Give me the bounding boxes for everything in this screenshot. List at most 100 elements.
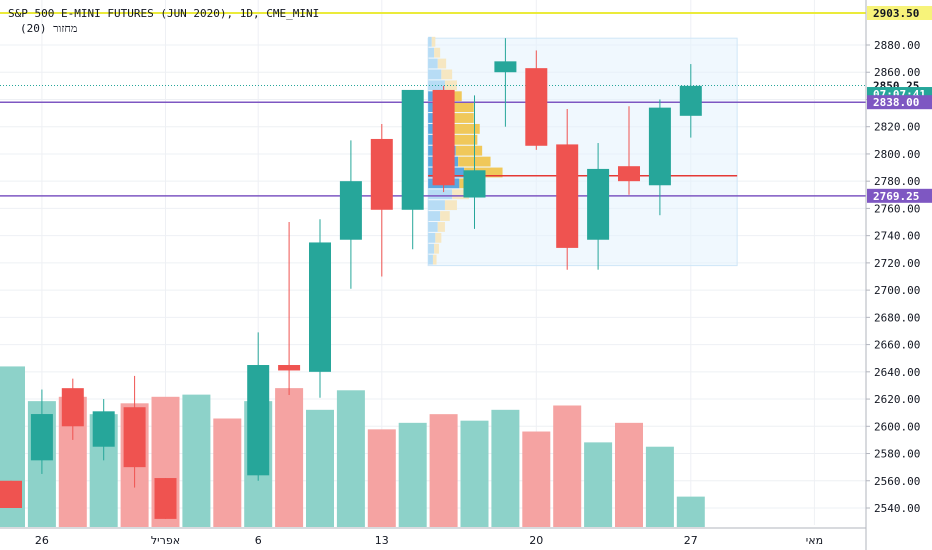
volume-bar <box>522 431 551 527</box>
profile-row-up <box>428 200 445 211</box>
profile-row-down <box>431 36 436 47</box>
candle-body <box>309 242 331 372</box>
volume-bar <box>182 394 211 527</box>
x-tick-label: מאי <box>806 534 823 547</box>
y-tick-label: 2600.00 <box>874 420 920 433</box>
profile-row-up <box>428 189 453 200</box>
candle-body <box>494 61 517 73</box>
volume-bar <box>491 409 520 527</box>
time-axis[interactable]: 26 אפריל 6 13 20 27 מאי <box>0 527 866 547</box>
volume-bar <box>306 409 334 527</box>
volume-bar <box>645 446 674 527</box>
profile-row-up <box>428 36 432 47</box>
profile-row-down <box>437 58 447 69</box>
profile-row-down <box>432 254 437 265</box>
volume-bar <box>275 388 304 527</box>
candle-body <box>123 407 146 468</box>
candle-body <box>278 365 301 371</box>
yellow-price-tag-bg <box>867 5 932 20</box>
y-tick-label: 2720.00 <box>874 257 920 270</box>
candles[interactable] <box>0 38 702 519</box>
y-tick-label: 2620.00 <box>874 393 920 406</box>
profile-row-up <box>428 58 438 69</box>
candle-body <box>154 478 177 519</box>
symbol-title[interactable]: S&P 500 E-MINI FUTURES (JUN 2020), 1D, C… <box>8 7 320 20</box>
y-tick-label: 2580.00 <box>874 448 920 461</box>
profile-row-up <box>428 211 441 221</box>
candle-body <box>370 138 393 210</box>
x-tick-label: 13 <box>375 534 389 547</box>
candle-body <box>556 144 579 248</box>
profile-row-up <box>428 80 445 91</box>
candle-body <box>339 181 362 240</box>
volume-bar <box>584 442 613 527</box>
volume-bar <box>460 420 489 527</box>
y-tick-label: 2760.00 <box>874 202 920 215</box>
volume-bar <box>213 418 242 527</box>
y-tick-label: 2700.00 <box>874 284 920 297</box>
y-tick-label: 2860.00 <box>874 66 920 79</box>
profile-row-down <box>434 47 441 58</box>
y-tick-label: 2540.00 <box>874 502 920 515</box>
volume-indicator-title[interactable]: מחזור (20) <box>20 22 78 35</box>
profile-row-up <box>428 232 436 243</box>
current-price-tag: 2838.00 <box>873 96 919 109</box>
candle-body <box>401 89 424 210</box>
candle-body <box>0 480 22 508</box>
profile-row-up <box>428 243 435 254</box>
profile-row-down <box>454 134 478 145</box>
chart-legend: S&P 500 E-MINI FUTURES (JUN 2020), 1D, C… <box>8 6 319 36</box>
y-tick-label: 2740.00 <box>874 230 920 243</box>
volume-bar <box>336 390 365 527</box>
profile-row-down <box>449 102 474 113</box>
yellow-price-tag: 2903.50 <box>873 7 919 20</box>
profile-row-down <box>455 145 483 156</box>
y-tick-label: 2640.00 <box>874 366 920 379</box>
x-tick-label: אפריל <box>151 534 180 547</box>
profile-row-up <box>428 69 442 80</box>
profile-row-up <box>428 47 435 58</box>
candle-body <box>92 411 115 447</box>
volume-bar <box>676 496 705 527</box>
volume-bar <box>429 414 458 527</box>
candle-body <box>463 170 486 198</box>
candle-body <box>679 85 702 116</box>
x-tick-label: 27 <box>684 534 698 547</box>
profile-row-down <box>437 222 445 232</box>
profile-row-up <box>428 254 433 265</box>
y-tick-label: 2800.00 <box>874 148 920 161</box>
y-tick-label: 2820.00 <box>874 121 920 134</box>
candle-body <box>432 89 455 186</box>
y-tick-label: 2560.00 <box>874 475 920 488</box>
profile-row-up <box>428 222 438 232</box>
volume-bar <box>553 405 582 527</box>
candle-body <box>525 68 548 146</box>
profile-row-down <box>453 123 480 134</box>
candle-body <box>247 365 270 476</box>
x-tick-label: 20 <box>529 534 543 547</box>
profile-row-down <box>452 113 474 123</box>
y-tick-label: 2680.00 <box>874 311 920 324</box>
lower-price-tag-bg <box>867 188 932 203</box>
profile-row-down <box>441 69 453 80</box>
profile-row-down <box>452 189 469 200</box>
x-tick-label: 6 <box>255 534 262 547</box>
y-tick-label: 2660.00 <box>874 339 920 352</box>
candle-body <box>587 168 610 240</box>
x-tick-label: 26 <box>35 534 49 547</box>
profile-row-down <box>434 243 439 254</box>
candle-body <box>618 166 640 182</box>
volume-bar <box>398 422 427 527</box>
volume-bar <box>367 429 396 527</box>
lower-price-tag: 2769.25 <box>873 190 919 203</box>
profile-row-down <box>435 232 442 243</box>
y-tick-label: 2780.00 <box>874 175 920 188</box>
volume-bar <box>615 422 643 527</box>
current-price-tag-bg <box>867 95 932 110</box>
y-tick-label: 2880.00 <box>874 39 920 52</box>
candle-body <box>61 388 84 427</box>
candle-body <box>30 414 53 461</box>
profile-row-down <box>440 211 450 221</box>
candle-body <box>648 107 671 186</box>
